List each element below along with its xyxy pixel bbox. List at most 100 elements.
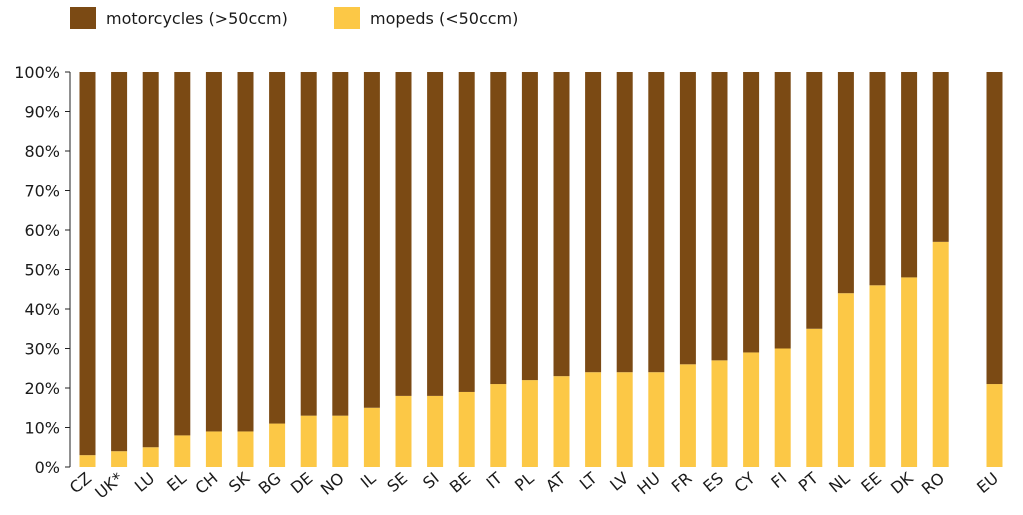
- bar-mopeds-ch: [205, 431, 222, 467]
- x-tick-label: SE: [383, 469, 411, 497]
- x-tick-label: HU: [633, 469, 663, 499]
- legend-swatch-motorcycles: [70, 7, 96, 29]
- bar-motorcycles-pl: [521, 72, 538, 381]
- bar-mopeds-uk: [111, 451, 128, 467]
- bar-motorcycles-it: [490, 72, 507, 385]
- y-tick-label: 20%: [24, 379, 60, 398]
- x-tick-label: NL: [825, 468, 853, 496]
- x-tick-label: LV: [606, 468, 632, 494]
- y-tick-label: 10%: [24, 419, 60, 438]
- x-tick-label: IT: [483, 468, 506, 492]
- x-tick-label: FR: [668, 469, 696, 497]
- bar-motorcycles-ee: [869, 72, 886, 286]
- bar-motorcycles-dk: [901, 72, 918, 278]
- bar-motorcycles-de: [300, 72, 317, 416]
- bar-mopeds-dk: [901, 277, 918, 467]
- x-tick-label: CY: [731, 468, 759, 496]
- bar-motorcycles-lv: [616, 72, 633, 373]
- bar-mopeds-se: [395, 395, 412, 467]
- bar-mopeds-fr: [679, 364, 696, 467]
- legend-label-motorcycles: motorcycles (>50ccm): [106, 9, 288, 28]
- bar-motorcycles-cy: [743, 72, 760, 353]
- legend-swatch-mopeds: [334, 7, 360, 29]
- y-axis: 0% 10% 20% 30% 40% 50% 60% 70% 80% 90% 100%: [14, 63, 71, 477]
- y-tick-label: 60%: [24, 221, 60, 240]
- bar-motorcycles-ch: [205, 72, 222, 432]
- bar-mopeds-cy: [743, 352, 760, 467]
- y-tick-label: 50%: [24, 261, 60, 280]
- y-tick-label: 30%: [24, 340, 60, 359]
- x-tick-label: DK: [887, 468, 917, 498]
- y-tick-label: 0%: [35, 458, 60, 477]
- x-tick-label: SK: [225, 468, 253, 496]
- legend-label-mopeds: mopeds (<50ccm): [370, 9, 518, 28]
- bar-motorcycles-hu: [648, 72, 665, 373]
- x-tick-label: AT: [542, 468, 569, 495]
- bar-mopeds-cz: [79, 455, 96, 467]
- bar-motorcycles-si: [427, 72, 444, 396]
- bar-mopeds-el: [174, 435, 191, 467]
- x-tick-label: CH: [191, 469, 221, 498]
- x-tick-label: CZ: [66, 468, 95, 497]
- y-tick-label: 90%: [24, 103, 60, 122]
- bar-motorcycles-es: [711, 72, 728, 361]
- bar-motorcycles-el: [174, 72, 191, 436]
- bar-mopeds-es: [711, 360, 728, 467]
- x-tick-label: LU: [131, 469, 158, 496]
- x-tick-label: DE: [287, 469, 316, 498]
- x-tick-label: EL: [163, 468, 190, 495]
- bar-mopeds-eu: [986, 384, 1003, 467]
- bar-motorcycles-cz: [79, 72, 96, 456]
- bar-mopeds-at: [553, 376, 570, 467]
- bar-motorcycles-uk: [111, 72, 128, 452]
- bar-motorcycles-no: [332, 72, 349, 416]
- bar-mopeds-hu: [648, 372, 665, 467]
- x-tick-label: RO: [918, 469, 948, 499]
- bar-mopeds-lt: [585, 372, 602, 467]
- x-tick-label: IL: [357, 468, 380, 491]
- x-tick-label: EU: [973, 469, 1002, 498]
- bar-mopeds-nl: [837, 293, 854, 467]
- bar-mopeds-de: [300, 415, 317, 467]
- bar-mopeds-lu: [142, 447, 159, 467]
- x-tick-label: EE: [857, 469, 885, 497]
- bar-mopeds-it: [490, 384, 507, 467]
- bars-group: [79, 72, 1003, 467]
- bar-motorcycles-fr: [679, 72, 696, 365]
- bar-mopeds-si: [427, 395, 444, 467]
- bar-motorcycles-eu: [986, 72, 1003, 385]
- bar-mopeds-lv: [616, 372, 633, 467]
- bar-mopeds-be: [458, 391, 475, 467]
- bar-mopeds-pt: [806, 328, 823, 467]
- bar-motorcycles-lt: [585, 72, 602, 373]
- bar-motorcycles-nl: [837, 72, 854, 294]
- x-tick-label: BE: [446, 469, 474, 497]
- x-tick-label: LT: [576, 468, 601, 493]
- bar-mopeds-sk: [237, 431, 254, 467]
- x-tick-label: SI: [419, 469, 443, 493]
- bar-mopeds-no: [332, 415, 349, 467]
- x-tick-label: PT: [795, 468, 822, 495]
- bar-motorcycles-bg: [269, 72, 286, 424]
- bar-motorcycles-lu: [142, 72, 159, 448]
- x-tick-label: ES: [699, 469, 727, 497]
- bar-motorcycles-il: [363, 72, 380, 408]
- x-tick-label: BG: [255, 469, 285, 498]
- y-tick-label: 100%: [14, 63, 60, 82]
- bar-mopeds-ee: [869, 285, 886, 467]
- x-tick-label: UK*: [91, 469, 126, 503]
- y-tick-label: 80%: [24, 142, 60, 161]
- bar-motorcycles-at: [553, 72, 570, 377]
- bar-motorcycles-fi: [774, 72, 791, 349]
- bar-motorcycles-sk: [237, 72, 254, 432]
- bar-mopeds-ro: [932, 241, 949, 467]
- x-tick-label: FI: [767, 469, 790, 493]
- x-tick-label: PL: [511, 468, 537, 495]
- bar-mopeds-fi: [774, 348, 791, 467]
- bar-motorcycles-ro: [932, 72, 949, 242]
- bar-mopeds-bg: [269, 423, 286, 467]
- bar-mopeds-il: [363, 407, 380, 467]
